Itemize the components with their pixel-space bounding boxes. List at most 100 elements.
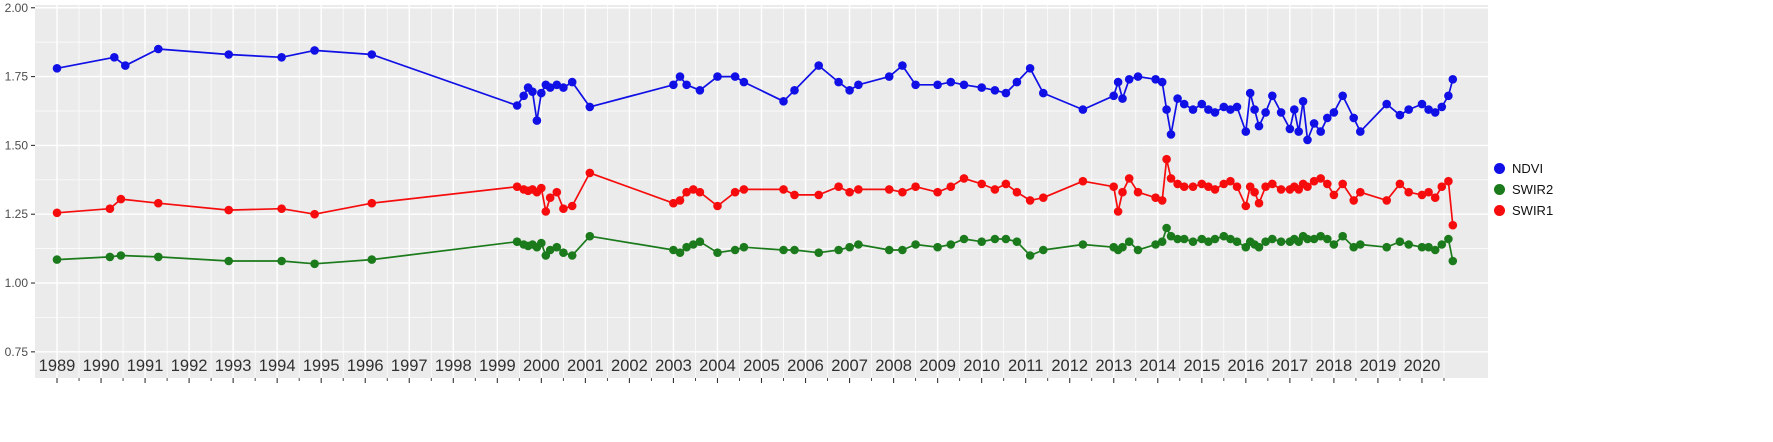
data-point-swir2 xyxy=(1204,237,1213,246)
data-point-swir1 xyxy=(1338,179,1347,189)
data-point-swir2 xyxy=(1151,240,1160,249)
data-point-swir1 xyxy=(1395,179,1405,189)
y-tick-label: 1.50 xyxy=(5,138,29,152)
data-point-swir2 xyxy=(1197,234,1207,244)
data-point-swir2 xyxy=(1012,237,1022,246)
data-point-swir1 xyxy=(154,198,163,208)
x-tick-label: 1991 xyxy=(127,357,164,375)
legend-key-swir1-icon xyxy=(1494,205,1505,216)
data-point-swir1 xyxy=(1012,187,1022,197)
data-point-ndvi xyxy=(1151,75,1160,84)
data-point-swir1 xyxy=(739,185,749,194)
data-point-swir1 xyxy=(541,207,551,216)
x-tick-label: 2017 xyxy=(1272,357,1309,375)
data-point-ndvi xyxy=(854,80,863,90)
x-tick-label: 2007 xyxy=(831,357,868,375)
data-point-swir1 xyxy=(224,205,233,215)
data-point-ndvi xyxy=(1298,97,1308,106)
legend-item-ndvi: NDVI xyxy=(1494,160,1553,177)
data-point-swir2 xyxy=(1025,251,1035,260)
legend-item-swir2: SWIR2 xyxy=(1494,181,1553,198)
data-point-swir1 xyxy=(1356,187,1365,197)
data-point-swir1 xyxy=(1204,182,1213,191)
x-tick-label: 2010 xyxy=(963,357,1000,375)
x-tick-label: 1992 xyxy=(171,357,208,375)
data-point-ndvi xyxy=(1254,121,1264,131)
data-point-ndvi xyxy=(730,72,740,81)
data-point-swir2 xyxy=(959,234,969,244)
data-point-ndvi xyxy=(933,80,942,90)
data-point-swir1 xyxy=(1197,179,1207,189)
data-point-ndvi xyxy=(1276,108,1286,117)
data-point-ndvi xyxy=(1444,91,1453,101)
x-tick-label: 1994 xyxy=(259,357,296,375)
data-point-swir2 xyxy=(1444,234,1453,244)
data-point-swir1 xyxy=(689,185,698,194)
data-point-swir2 xyxy=(559,248,568,257)
data-point-ndvi xyxy=(1001,88,1011,98)
x-tick-label: 2000 xyxy=(523,357,560,375)
data-point-swir1 xyxy=(779,185,788,194)
data-point-swir2 xyxy=(1268,234,1277,244)
data-point-swir2 xyxy=(1118,242,1127,252)
data-point-swir1 xyxy=(116,194,126,204)
x-tick-label: 1997 xyxy=(391,357,428,375)
data-point-swir1 xyxy=(682,187,691,197)
data-point-ndvi xyxy=(1285,124,1295,134)
data-point-swir1 xyxy=(1179,182,1189,191)
data-point-ndvi xyxy=(1404,105,1413,114)
data-point-ndvi xyxy=(532,116,542,125)
data-point-ndvi xyxy=(682,80,691,90)
data-point-ndvi xyxy=(545,83,555,92)
data-point-swir2 xyxy=(105,252,115,262)
data-point-swir2 xyxy=(116,251,126,260)
x-tick-label: 2020 xyxy=(1404,357,1441,375)
x-tick-label: 1995 xyxy=(303,357,340,375)
data-point-swir1 xyxy=(933,187,942,197)
data-point-swir1 xyxy=(814,190,823,200)
data-point-swir2 xyxy=(1188,237,1198,246)
data-point-ndvi xyxy=(1245,88,1255,98)
data-point-swir2 xyxy=(730,245,740,255)
x-tick-label: 2019 xyxy=(1360,357,1397,375)
data-point-swir2 xyxy=(946,240,956,249)
data-point-swir2 xyxy=(52,255,62,264)
x-tick-label: 2004 xyxy=(699,357,736,375)
data-point-ndvi xyxy=(1197,99,1207,109)
data-point-ndvi xyxy=(1268,91,1277,101)
data-point-swir2 xyxy=(154,252,163,262)
data-point-ndvi xyxy=(512,101,522,110)
data-point-swir1 xyxy=(946,182,956,191)
data-point-swir1 xyxy=(834,182,843,191)
data-point-swir2 xyxy=(713,248,722,257)
x-tick-label: 2016 xyxy=(1227,357,1264,375)
data-point-ndvi xyxy=(1303,135,1312,145)
data-point-swir2 xyxy=(567,251,577,260)
data-point-ndvi xyxy=(1226,105,1235,114)
data-point-ndvi xyxy=(1261,108,1270,117)
data-point-swir2 xyxy=(367,255,377,264)
data-point-ndvi xyxy=(779,97,788,106)
x-tick-label: 1996 xyxy=(347,357,384,375)
data-point-ndvi xyxy=(277,53,286,62)
data-point-swir2 xyxy=(675,248,685,257)
data-point-ndvi xyxy=(675,72,685,81)
data-point-swir2 xyxy=(1430,245,1440,255)
data-point-swir1 xyxy=(1417,190,1427,200)
data-point-ndvi xyxy=(1356,127,1365,136)
legend-label-swir2: SWIR2 xyxy=(1512,182,1554,197)
data-point-swir2 xyxy=(1404,240,1413,249)
data-point-swir1 xyxy=(1276,185,1286,194)
data-point-ndvi xyxy=(1241,127,1251,136)
data-point-ndvi xyxy=(552,80,562,90)
data-point-ndvi xyxy=(790,86,799,95)
x-tick-label: 2014 xyxy=(1139,357,1176,375)
data-point-swir1 xyxy=(1316,174,1325,183)
data-point-ndvi xyxy=(585,102,595,112)
data-point-swir2 xyxy=(1039,245,1048,255)
data-point-swir1 xyxy=(1448,220,1458,230)
data-point-swir2 xyxy=(224,256,233,266)
data-point-swir2 xyxy=(1124,237,1134,246)
data-point-swir2 xyxy=(585,231,595,241)
